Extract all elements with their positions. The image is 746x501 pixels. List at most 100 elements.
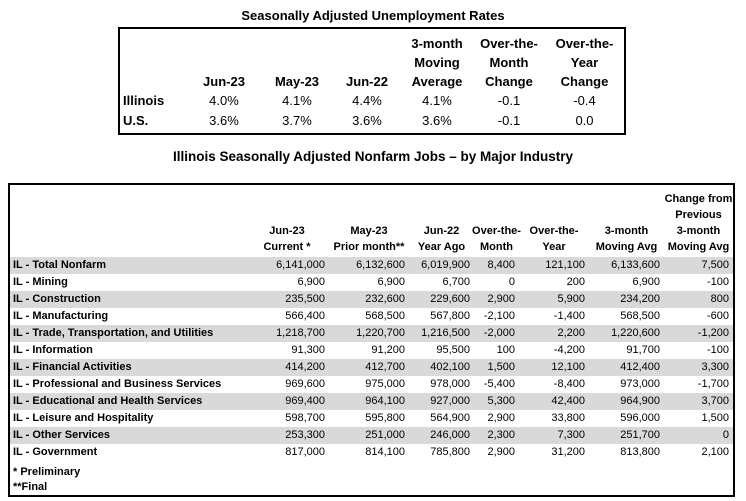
jobs-value: -1,200 [697, 327, 729, 339]
jobs-column-header-line: Year Ago [417, 241, 466, 253]
jobs-value: 598,700 [285, 412, 325, 424]
industry-label: IL - Mining [13, 276, 68, 288]
jobs-value: 1,220,600 [611, 327, 660, 339]
jobs-value: 100 [496, 344, 515, 356]
rate-value: 4.0% [209, 93, 239, 108]
column-header [187, 53, 261, 72]
jobs-value: 1,500 [487, 361, 515, 373]
jobs-value: 5,900 [557, 293, 585, 305]
jobs-value: -600 [706, 310, 729, 322]
jobs-column-header-lines: Over-the- Year [519, 223, 589, 255]
rate-value: -0.4 [573, 93, 596, 108]
jobs-value: 7,300 [557, 429, 585, 441]
jobs-value: 567,800 [430, 310, 470, 322]
jobs-value: 91,300 [291, 344, 325, 356]
row-label-header [119, 53, 187, 72]
jobs-table: Jun-23 Current * May-23 Prior month** Jun-22… [8, 183, 735, 497]
column-header: Moving [414, 55, 460, 70]
jobs-value: 1,220,700 [356, 327, 405, 339]
jobs-value: 596,000 [620, 412, 660, 424]
jobs-value: 3,700 [701, 395, 729, 407]
jobs-table-row: IL - Information 91,300 91,200 95,500 100 -4,… [9, 342, 734, 359]
jobs-value: 568,500 [620, 310, 660, 322]
jobs-value: 564,900 [430, 412, 470, 424]
rate-value: 3.6% [209, 113, 239, 128]
rate-value: 0.0 [575, 113, 594, 128]
jobs-value: 969,600 [285, 378, 325, 390]
footnote: * Preliminary [9, 461, 734, 480]
unemployment-header-row: Moving Month Year [119, 53, 625, 72]
column-header [261, 28, 333, 53]
jobs-column-header: Jun-22 Year Ago [409, 184, 474, 257]
industry-label: IL - Professional and Business Services [13, 378, 222, 390]
column-header: Year [570, 55, 599, 70]
jobs-column-header-line: 3-month [676, 225, 721, 237]
jobs-column-header: Over-the- Month [472, 184, 521, 257]
jobs-column-header: 3-month Moving Avg [589, 184, 664, 257]
jobs-value: 402,100 [430, 361, 470, 373]
footnote-row: * Preliminary [9, 461, 734, 480]
rate-value: 4.1% [422, 93, 452, 108]
jobs-value: 975,000 [365, 378, 405, 390]
jobs-value: 814,100 [365, 446, 405, 458]
jobs-value: 6,700 [442, 276, 470, 288]
jobs-column-header: May-23 Prior month** [329, 184, 409, 257]
jobs-column-header-line: 3-month [604, 225, 649, 237]
column-header: Over-the- [555, 36, 614, 51]
jobs-value: 8,400 [487, 259, 515, 271]
jobs-value: 6,132,600 [356, 259, 405, 271]
jobs-value: 246,000 [430, 429, 470, 441]
jobs-value: 7,500 [701, 259, 729, 271]
jobs-column-header-line: Over-the- [472, 225, 521, 237]
jobs-value: 95,500 [436, 344, 470, 356]
jobs-value: 595,800 [365, 412, 405, 424]
jobs-value: 251,700 [620, 429, 660, 441]
rate-value: 3.7% [282, 113, 312, 128]
footnote: **Final [9, 480, 734, 496]
jobs-value: 2,900 [487, 293, 515, 305]
jobs-column-header-line: Prior month** [333, 241, 405, 253]
jobs-table-row: IL - Professional and Business Services 9… [9, 376, 734, 393]
jobs-value: -100 [706, 344, 729, 356]
industry-label: IL - Construction [13, 293, 101, 305]
industry-label: IL - Government [13, 446, 98, 458]
jobs-table-row: IL - Trade, Transportation, and Utilitie… [9, 325, 734, 342]
unemployment-row: U.S. 3.6% 3.7% 3.6% 3.6% -0.1 0.0 [119, 111, 625, 134]
industry-label: IL - Trade, Transportation, and Utilitie… [13, 327, 214, 339]
jobs-column-header-line: Moving Avg [595, 241, 658, 253]
jobs-value: 927,000 [430, 395, 470, 407]
jobs-column-header-line: Jun-22 [423, 225, 460, 237]
industry-label: IL - Manufacturing [13, 310, 109, 322]
jobs-value: 2,900 [487, 412, 515, 424]
unemployment-table: 3-month Over-the- Over-the- Moving Month Year… [118, 27, 626, 135]
rate-value: 4.1% [282, 93, 312, 108]
jobs-value: 785,800 [430, 446, 470, 458]
jobs-value: 234,200 [620, 293, 660, 305]
jobs-value: -1,700 [697, 378, 729, 390]
jobs-column-header: Change from Previous 3-month Moving Avg [664, 184, 734, 257]
jobs-column-header-lines: Jun-23 Current * [245, 223, 329, 255]
jobs-column-header-line: Year [542, 241, 566, 253]
jobs-value: 200 [566, 276, 585, 288]
jobs-value: 6,900 [377, 276, 405, 288]
industry-label: IL - Total Nonfarm [13, 259, 107, 271]
rate-value: -0.1 [497, 113, 521, 128]
jobs-value: 566,400 [285, 310, 325, 322]
jobs-value: 973,000 [620, 378, 660, 390]
jobs-value: 42,400 [551, 395, 585, 407]
jobs-value: 3,300 [701, 361, 729, 373]
jobs-value: 251,000 [365, 429, 405, 441]
jobs-table-row: IL - Financial Activities 414,200 412,700 4… [9, 359, 734, 376]
jobs-value: 568,500 [365, 310, 405, 322]
jobs-value: 1,500 [701, 412, 729, 424]
jobs-column-header-line: Over-the- [529, 225, 579, 237]
region-label: U.S. [123, 113, 149, 128]
jobs-value: 414,200 [285, 361, 325, 373]
jobs-value: 121,100 [545, 259, 585, 271]
column-header: Month [489, 55, 529, 70]
column-header: Change [560, 74, 609, 89]
industry-label: IL - Leisure and Hospitality [13, 412, 154, 424]
jobs-value: 5,300 [487, 395, 515, 407]
jobs-table-row: IL - Manufacturing 566,400 568,500 567,800 -… [9, 308, 734, 325]
jobs-value: 412,700 [365, 361, 405, 373]
